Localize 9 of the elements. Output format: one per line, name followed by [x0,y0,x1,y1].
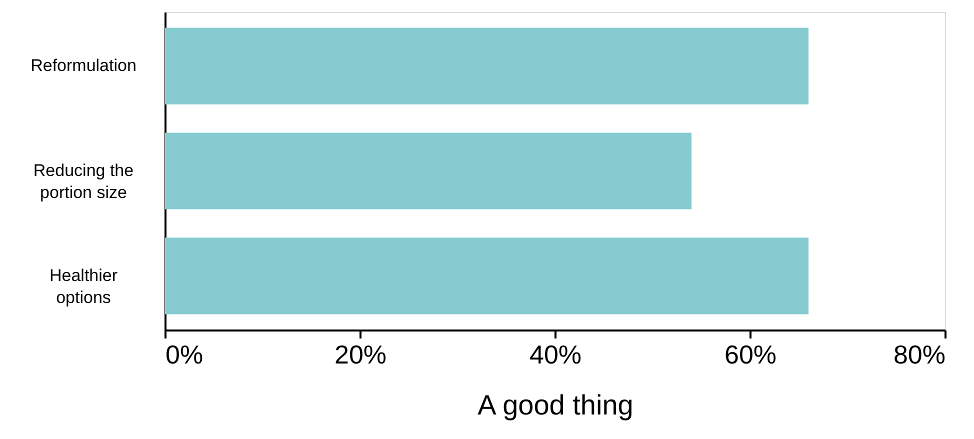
y-tick-label: Reducing the portion size [33,161,134,202]
y-tick-label: Healthier options [49,266,118,307]
x-tick-label: 0% [166,340,204,370]
x-tick-label: 20% [334,340,387,370]
x-axis-title: A good thing [478,390,634,420]
x-tick-label: 80% [893,340,946,370]
y-tick-label: Reformulation [30,56,136,76]
x-tick-label: 40% [529,340,582,370]
x-tick-label: 60% [724,340,777,370]
